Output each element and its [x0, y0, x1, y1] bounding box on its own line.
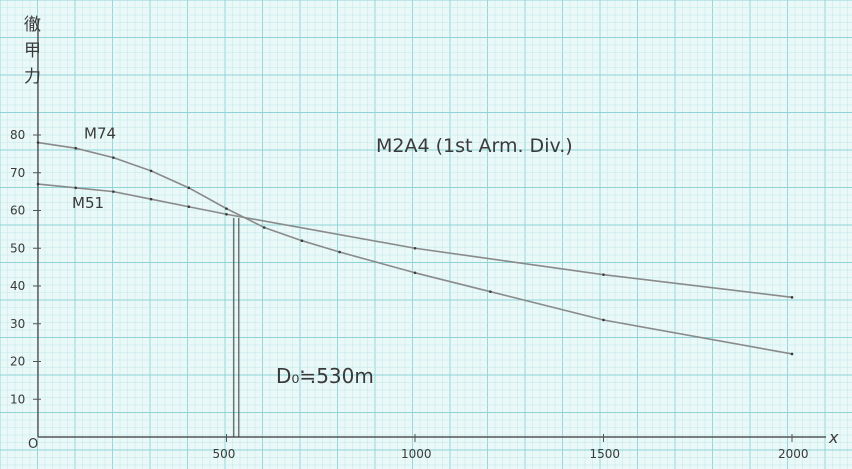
data-point — [187, 186, 191, 190]
data-point — [602, 273, 605, 276]
x-tick-label: 1500 — [590, 447, 621, 461]
y-tick-label: 20 — [10, 355, 25, 369]
data-point — [74, 146, 77, 150]
annotation-d0: D₀≒530m — [276, 364, 374, 388]
data-point — [225, 212, 228, 216]
y-tick-label: 50 — [10, 241, 25, 255]
data-point — [338, 250, 341, 254]
series-line-m51 — [37, 183, 793, 299]
y-tick-label: 60 — [10, 204, 25, 218]
y-tick-label: 80 — [10, 128, 25, 142]
origin-label: O — [28, 437, 38, 452]
data-point — [187, 205, 191, 209]
data-point — [790, 296, 794, 299]
data-point — [112, 190, 115, 193]
data-point — [790, 352, 794, 356]
series-label-m51: M51 — [72, 194, 104, 212]
y-axis-label-char: 徹 — [24, 15, 41, 35]
y-tick-label: 70 — [10, 166, 25, 180]
data-point — [413, 246, 417, 250]
data-point — [602, 318, 605, 322]
chart-title: M2A4 (1st Arm. Div.) — [376, 135, 573, 157]
labels: 10 20 30 40 50 60 70 80 500 1000 1500 2000 徹甲力 M74 M51 — [10, 15, 809, 461]
data-point — [262, 226, 266, 229]
data-point — [149, 197, 153, 201]
data-point — [225, 207, 228, 210]
data-point — [149, 169, 153, 173]
y-tick-label: 30 — [10, 317, 25, 331]
x-tick-label: 500 — [213, 447, 236, 461]
series-lines — [36, 141, 794, 356]
data-point — [74, 186, 77, 190]
data-point — [36, 141, 40, 144]
data-point — [112, 156, 115, 159]
axes — [33, 20, 826, 442]
y-tick-label: 10 — [10, 392, 25, 406]
y-axis-label-char: 力 — [24, 67, 41, 87]
y-tick-label: 40 — [10, 279, 25, 293]
data-point — [36, 182, 40, 186]
data-point — [489, 290, 492, 293]
x-tick-label: 2000 — [778, 447, 809, 461]
x-axis-label: x — [828, 428, 839, 447]
x-tick-label: 1000 — [401, 447, 432, 461]
data-point — [300, 239, 304, 242]
y-axis-label-char: 甲 — [24, 41, 41, 61]
series-label-m74: M74 — [84, 125, 116, 143]
data-point — [413, 271, 417, 275]
